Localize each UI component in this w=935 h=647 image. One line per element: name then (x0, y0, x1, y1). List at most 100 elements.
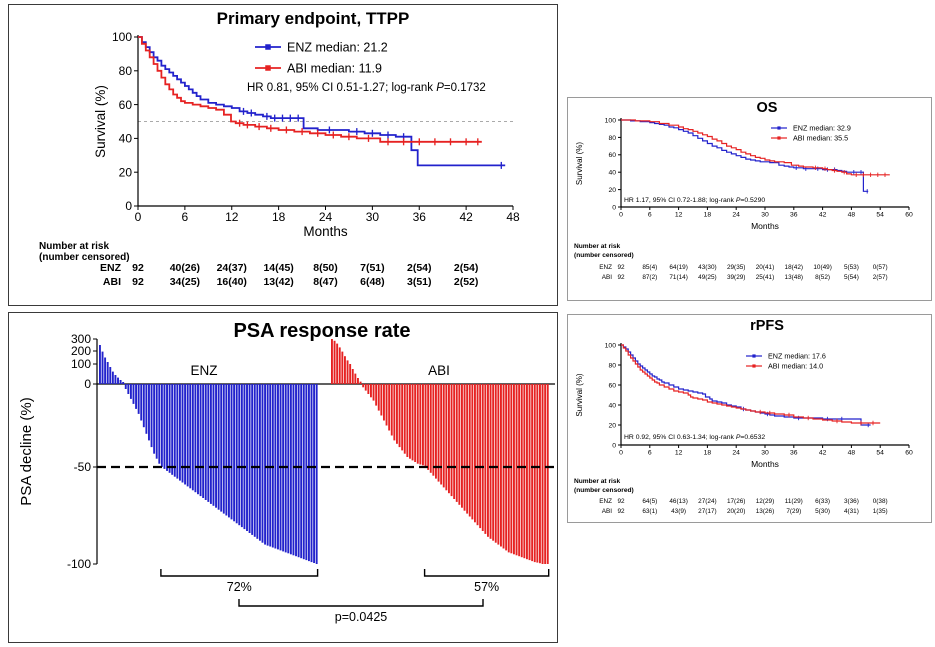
svg-text:100: 100 (112, 30, 132, 44)
svg-text:1(35): 1(35) (873, 508, 888, 515)
svg-text:64(5): 64(5) (642, 498, 657, 505)
os-curve-enz (621, 119, 869, 192)
svg-text:25(41): 25(41) (756, 274, 774, 281)
svg-text:12: 12 (675, 212, 683, 219)
svg-text:0: 0 (135, 210, 142, 224)
svg-text:8(47): 8(47) (313, 276, 338, 288)
svg-text:39(29): 39(29) (727, 274, 745, 281)
svg-text:27(24): 27(24) (698, 498, 716, 505)
svg-text:8(50): 8(50) (313, 262, 338, 274)
svg-text:20: 20 (608, 187, 616, 194)
os-legend-marker-1 (777, 136, 781, 140)
ttpp-censor-ticks-abi (238, 119, 479, 146)
ttpp-curve-enz (138, 36, 506, 167)
psa-panel-title: PSA response rate (233, 320, 411, 342)
svg-text:4(31): 4(31) (844, 508, 859, 515)
svg-text:92: 92 (132, 276, 144, 288)
svg-text:24: 24 (319, 210, 333, 224)
psa-bars-enz (99, 345, 318, 564)
svg-text:40: 40 (608, 170, 616, 177)
os-risk-row-name-abi: ABI (602, 274, 613, 281)
svg-text:100: 100 (605, 342, 617, 349)
rpfs-ylabel: Survival (%) (575, 373, 584, 416)
svg-text:18: 18 (272, 210, 286, 224)
rpfs-risk-table: Number at risk (number censored) ENZ 92 64(5… (574, 478, 888, 515)
os-panel-title: OS (756, 100, 778, 116)
svg-text:18(42): 18(42) (785, 264, 803, 271)
os-legend-label-1: ABI median: 35.5 (793, 134, 848, 143)
svg-text:80: 80 (608, 362, 616, 369)
rpfs-stats-text: HR 0.92, 95% CI 0.63-1.34; log-rank P=0.… (624, 434, 765, 441)
svg-text:30: 30 (761, 212, 769, 219)
svg-text:6: 6 (182, 210, 189, 224)
svg-text:92: 92 (617, 498, 625, 505)
svg-text:8(52): 8(52) (815, 274, 830, 281)
rpfs-legend-marker-0 (752, 354, 756, 358)
svg-text:60: 60 (905, 212, 913, 219)
svg-text:12: 12 (225, 210, 239, 224)
svg-text:11(29): 11(29) (785, 498, 803, 505)
ttpp-risk-header-line1: Number at risk (39, 241, 109, 252)
svg-text:85(4): 85(4) (642, 264, 657, 271)
ttpp-km-chart: 0 6 12 18 24 30 36 42 48 0 20 40 60 80 100 Months Surviv… (39, 30, 520, 288)
svg-text:48: 48 (848, 212, 856, 219)
svg-text:5(54): 5(54) (844, 274, 859, 281)
ttpp-x-ticks: 0 6 12 18 24 30 36 42 48 (135, 206, 520, 224)
svg-text:3(51): 3(51) (407, 276, 432, 288)
rpfs-legend-label-0: ENZ median: 17.6 (768, 352, 826, 361)
svg-text:60: 60 (608, 382, 616, 389)
svg-text:60: 60 (608, 152, 616, 159)
os-risk-row-name-enz: ENZ (599, 264, 612, 271)
svg-text:12(29): 12(29) (756, 498, 774, 505)
rpfs-x-ticks: 0 6 12 18 24 30 36 42 48 54 60 (619, 445, 913, 457)
svg-text:7(51): 7(51) (360, 262, 385, 274)
svg-text:43(30): 43(30) (698, 264, 716, 271)
svg-text:20: 20 (119, 165, 133, 179)
svg-text:0(38): 0(38) (873, 498, 888, 505)
rpfs-xlabel: Months (751, 459, 779, 469)
svg-text:0(57): 0(57) (873, 264, 888, 271)
os-risk-header-line1: Number at risk (574, 243, 621, 250)
psa-bracket-pvalue-label: p=0.0425 (335, 610, 388, 624)
svg-text:92: 92 (132, 262, 144, 274)
ttpp-legend-label-0: ENZ median: 21.2 (287, 40, 388, 54)
rpfs-censor-ticks-abi (759, 409, 874, 426)
svg-text:40: 40 (608, 402, 616, 409)
os-risk-table: Number at risk (number censored) ENZ 92 85(4… (574, 243, 888, 281)
os-ylabel: Survival (%) (575, 142, 584, 185)
svg-text:36: 36 (790, 450, 798, 457)
svg-text:24(37): 24(37) (217, 262, 247, 274)
os-risk-header-line2: (number censored) (574, 252, 634, 259)
ttpp-panel-title: Primary endpoint, TTPP (216, 9, 410, 28)
svg-text:16(40): 16(40) (217, 276, 247, 288)
ttpp-censor-ticks-enz (242, 107, 502, 169)
svg-text:17(26): 17(26) (727, 498, 745, 505)
svg-text:6: 6 (648, 450, 652, 457)
svg-text:40: 40 (119, 132, 133, 146)
svg-text:40(26): 40(26) (170, 262, 200, 274)
svg-text:63(1): 63(1) (642, 508, 657, 515)
svg-text:48: 48 (506, 210, 520, 224)
os-stats-text: HR 1.17, 95% CI 0.72-1.88; log-rank P=0.… (624, 197, 765, 204)
svg-text:12: 12 (675, 450, 683, 457)
psa-bracket-enz (160, 569, 319, 577)
rpfs-risk-row-name-enz: ENZ (599, 498, 612, 505)
svg-text:43(9): 43(9) (671, 508, 686, 515)
ttpp-risk-header-line2: (number censored) (39, 252, 130, 263)
svg-text:13(42): 13(42) (263, 276, 293, 288)
svg-text:42: 42 (819, 212, 827, 219)
svg-text:42: 42 (819, 450, 827, 457)
svg-text:2(54): 2(54) (407, 262, 432, 274)
ttpp-risk-row-name-enz: ENZ (100, 262, 122, 274)
svg-text:100: 100 (605, 117, 617, 124)
svg-text:60: 60 (905, 450, 913, 457)
svg-text:-50: -50 (74, 460, 92, 474)
svg-text:20: 20 (608, 422, 616, 429)
svg-text:6: 6 (648, 212, 652, 219)
svg-text:34(25): 34(25) (170, 276, 200, 288)
svg-text:100: 100 (71, 357, 91, 371)
